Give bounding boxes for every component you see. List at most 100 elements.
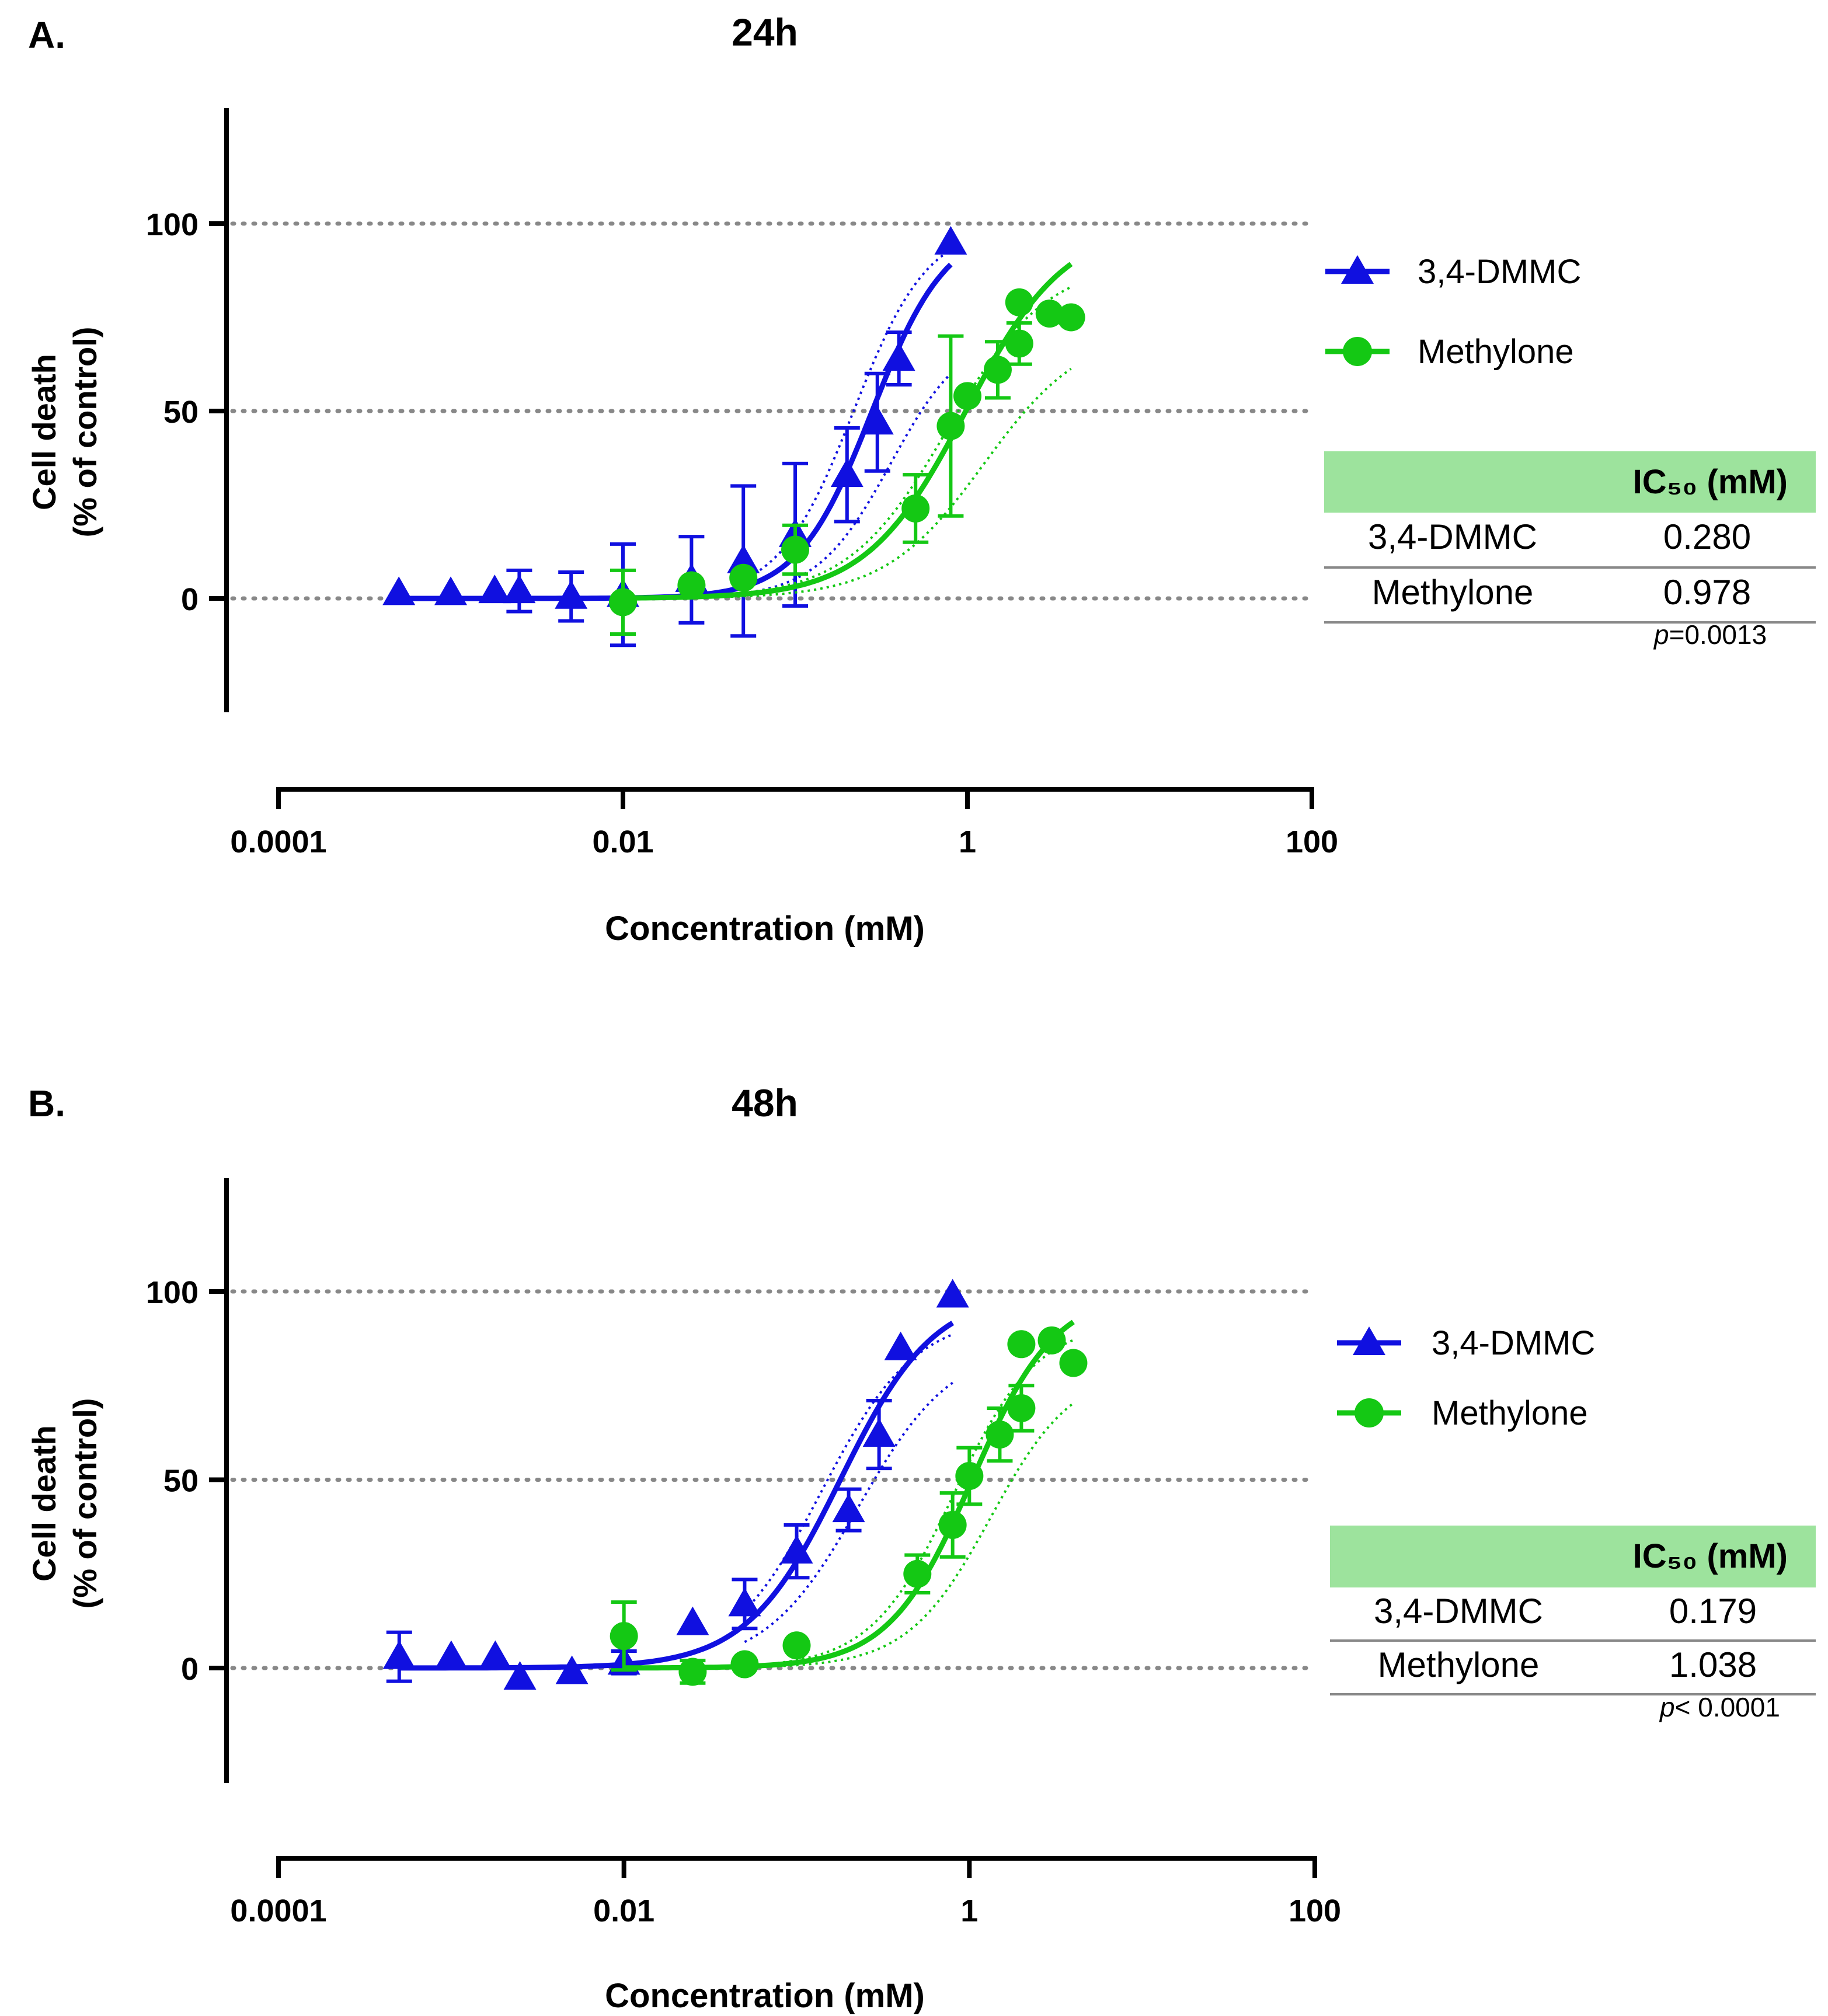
panel-b-methylone-ci-lower <box>706 1402 1074 1669</box>
panel-b-y-tick-label: 0 <box>181 1652 199 1687</box>
panel-a-y-tick-label: 50 <box>163 395 199 430</box>
panel-a-dmmc-point <box>478 574 511 604</box>
panel-b-methylone-point <box>903 1559 932 1588</box>
panel-b-legend: 3,4-DMMC Methylone <box>1337 1324 1595 1432</box>
panel-a-x-axis-label: Concentration (mM) <box>605 910 925 948</box>
panel-a-methylone-ci-lower <box>705 367 1072 599</box>
panel-a-methylone-point <box>936 412 965 440</box>
panel-b-methylone-point <box>1037 1326 1066 1355</box>
panel-b-y-tick-label: 100 <box>146 1275 199 1310</box>
panel-b-table-header-bg <box>1330 1526 1816 1587</box>
panel-b-methylone-point <box>938 1510 967 1539</box>
panel-b-dmmc-point <box>728 1587 761 1617</box>
panel-a-methylone-point <box>901 494 930 523</box>
panel-b-title: 48h <box>732 1081 798 1124</box>
panel-b-dmmc-point <box>382 1640 416 1669</box>
panel-a-x-tick-label: 100 <box>1286 824 1338 859</box>
panel-b-dmmc-point <box>434 1640 468 1669</box>
panel-a-y-axis-label: Cell death (% of control) <box>26 327 103 538</box>
panel-a-methylone-point <box>729 563 758 592</box>
panel-a-legend-dmmc-marker <box>1341 255 1374 284</box>
panel-b-dmmc-ci-upper <box>743 1333 953 1612</box>
panel-b-methylone-point <box>610 1622 638 1651</box>
panel-b-legend-methylone-label: Methylone <box>1432 1394 1588 1432</box>
panel-a-legend-methylone-label: Methylone <box>1418 333 1574 371</box>
panel-b-y-label-line2: (% of control) <box>67 1398 103 1609</box>
panel-b-dmmc-point <box>936 1279 969 1308</box>
panel-b-x-tick-label: 0.01 <box>593 1893 654 1928</box>
panel-a-methylone-point <box>953 382 981 410</box>
panel-b-legend-dmmc-marker <box>1353 1326 1385 1355</box>
panel-a-dmmc-point <box>503 574 536 604</box>
panel-a-table-row-name: Methylone <box>1372 573 1534 612</box>
panel-b-table-row-value: 1.038 <box>1669 1645 1757 1684</box>
panel-b-dmmc-point <box>676 1606 709 1635</box>
panel-b-table-header: IC₅₀ (mM) <box>1633 1537 1788 1575</box>
panel-a-dmmc-point <box>861 406 894 435</box>
panel-a-x-tick-label: 0.01 <box>592 824 653 859</box>
panel-a-ic50-table: IC₅₀ (mM) 3,4-DMMC 0.280 Methylone 0.978 p=0.… <box>1324 451 1816 650</box>
panel-b-p-symbol: p <box>1659 1692 1675 1722</box>
panel-b-dmmc-point <box>479 1640 512 1669</box>
panel-a-y-label-line1: Cell death <box>26 354 62 510</box>
panel-b-dmmc-point <box>862 1418 896 1447</box>
panel-b-dmmc-point <box>555 1655 589 1684</box>
panel-b-p-text: < 0.0001 <box>1675 1692 1780 1722</box>
panel-b-ic50-table: IC₅₀ (mM) 3,4-DMMC 0.179 Methylone 1.038 p< 0… <box>1330 1526 1816 1722</box>
panel-a-dmmc-point <box>830 458 863 488</box>
panel-b-methylone-point <box>678 1658 707 1686</box>
panel-a-methylone-point <box>1005 329 1033 358</box>
panel-b-x-axis-label: Concentration (mM) <box>605 1977 925 2015</box>
panel-a-dmmc-point <box>934 226 967 255</box>
panel-b-label: B. <box>28 1082 65 1124</box>
panel-a-methylone-ci-upper <box>705 285 1072 597</box>
panel-a-legend: 3,4-DMMC Methylone <box>1325 253 1581 371</box>
panel-a-table-header: IC₅₀ (mM) <box>1633 463 1788 501</box>
panel-b-methylone-ci-upper <box>706 1339 1074 1669</box>
panel-b-dmmc-point <box>503 1661 537 1690</box>
panel-b-table-row-name: Methylone <box>1378 1645 1540 1684</box>
panel-b-legend-dmmc-label: 3,4-DMMC <box>1432 1324 1595 1362</box>
panel-b-dmmc-point <box>780 1535 813 1564</box>
panel-a-methylone-point <box>781 535 809 564</box>
panel-b-table-row-value: 0.179 <box>1669 1592 1757 1631</box>
panel-a-table-header-bg <box>1324 451 1816 513</box>
panel-a-x-tick-label: 0.0001 <box>230 824 326 859</box>
panel-a-dmmc-point <box>382 576 416 605</box>
panel-a-plot: 0 50 100 0.0001 0.01 1 100 <box>146 108 1338 859</box>
panel-a-methylone-point <box>1035 300 1064 328</box>
panel-b-y-label-line1: Cell death <box>26 1425 62 1582</box>
panel-b-methylone-point <box>730 1650 759 1679</box>
panel-a-label: A. <box>28 14 65 56</box>
panel-a-x-tick-label: 1 <box>959 824 976 859</box>
panel-a-methylone-point <box>1057 303 1085 332</box>
panel-a-methylone-point <box>983 356 1012 384</box>
panel-a-dmmc-ci-upper <box>743 248 952 581</box>
panel-b-x-tick-label: 1 <box>960 1893 978 1928</box>
panel-b: B. 48h Concentration (mM) Cell death (% … <box>26 1081 925 2015</box>
panel-a-y-tick-label: 0 <box>181 582 199 617</box>
panel-b-p-value: p< 0.0001 <box>1659 1692 1780 1722</box>
panel-b-dmmc-point <box>832 1493 865 1523</box>
panel-b-y-axis-label: Cell death (% of control) <box>26 1398 103 1609</box>
panel-a-legend-dmmc-label: 3,4-DMMC <box>1418 253 1581 291</box>
panel-a-methylone-point <box>609 588 637 617</box>
panel-b-methylone-point <box>1059 1349 1088 1377</box>
panel-b-plot: 0 50 100 0.0001 0.01 1 100 <box>146 1178 1341 1928</box>
panel-a-y-tick-label: 100 <box>146 207 199 242</box>
panel-a-legend-methylone-marker <box>1343 337 1372 366</box>
panel-a-dmmc-point <box>434 576 467 605</box>
panel-b-methylone-point <box>782 1631 811 1660</box>
panel-b-methylone-point <box>986 1420 1014 1449</box>
panel-a-y-label-line2: (% of control) <box>67 327 103 538</box>
panel-a-methylone-point <box>1005 288 1033 316</box>
panel-a-table-row-value: 0.280 <box>1663 517 1751 556</box>
panel-b-y-tick-label: 50 <box>163 1464 199 1499</box>
panel-b-x-tick-label: 100 <box>1289 1893 1341 1928</box>
panel-a-title: 24h <box>732 11 798 54</box>
panel-b-dmmc-fit-curve <box>399 1321 955 1671</box>
panel-a-dmmc-ci-lower <box>743 372 952 595</box>
panel-b-dmmc-point <box>884 1331 917 1360</box>
panel-b-methylone-point <box>1007 1394 1036 1422</box>
